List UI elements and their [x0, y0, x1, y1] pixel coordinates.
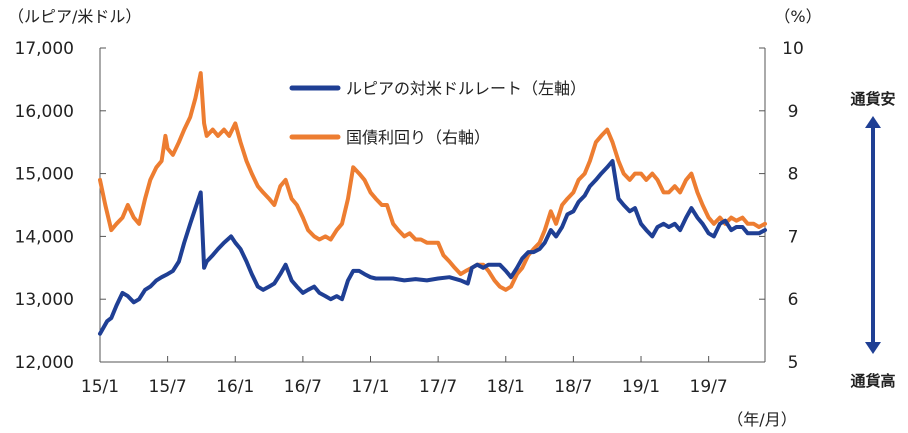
arrow-down-icon	[865, 342, 881, 354]
right-tick-labels: 5 6 7 8 9 10	[759, 39, 804, 373]
left-axis-unit: （ルピア/米ドル）	[8, 7, 141, 26]
right-tick-label: 10	[782, 39, 804, 59]
x-tick-label: 18/1	[487, 377, 525, 397]
left-tick-label: 17,000	[15, 39, 74, 59]
arrow-up-icon	[865, 116, 881, 128]
right-tick-label: 5	[788, 353, 799, 373]
left-tick-label: 13,000	[15, 290, 74, 310]
side-label-appreciation: 通貨高	[850, 372, 895, 390]
x-tick-labels: 15/1 15/7 16/1 16/7 17/1 17/7 18/1 18/7 19/1 19/7	[81, 356, 728, 397]
right-tick-label: 7	[788, 227, 799, 247]
legend-label-rupiah: ルピアの対米ドルレート（左軸）	[346, 79, 586, 98]
right-tick-label: 9	[788, 102, 799, 122]
legend: ルピアの対米ドルレート（左軸） 国債利回り（右軸）	[289, 79, 586, 147]
left-tick-label: 16,000	[15, 102, 74, 122]
right-tick-label: 8	[788, 165, 799, 185]
x-tick-label: 16/7	[284, 377, 322, 397]
x-tick-label: 19/7	[690, 377, 728, 397]
left-tick-labels: 12,000 13,000 14,000 15,000 16,000 17,000	[15, 39, 106, 373]
x-axis-unit: （年/月）	[727, 410, 796, 429]
side-label-depreciation: 通貨安	[850, 90, 895, 108]
x-tick-label: 17/7	[419, 377, 457, 397]
left-tick-label: 15,000	[15, 165, 74, 185]
x-tick-label: 15/1	[81, 377, 119, 397]
x-tick-label: 19/1	[622, 377, 660, 397]
left-tick-label: 14,000	[15, 227, 74, 247]
x-tick-label: 17/1	[351, 377, 389, 397]
left-tick-label: 12,000	[15, 353, 74, 373]
x-tick-label: 15/7	[149, 377, 187, 397]
x-tick-label: 18/7	[554, 377, 592, 397]
right-tick-label: 6	[788, 290, 799, 310]
x-tick-label: 16/1	[216, 377, 254, 397]
series-line-rupiah	[98, 159, 767, 336]
series-line-bond-yield	[98, 71, 767, 292]
right-axis-unit: （%）	[774, 7, 821, 26]
legend-label-bond-yield: 国債利回り（右軸）	[346, 128, 490, 147]
side-annotation: 通貨安 通貨高	[850, 90, 895, 390]
axes-group	[99, 48, 766, 363]
series-layer	[98, 71, 767, 336]
